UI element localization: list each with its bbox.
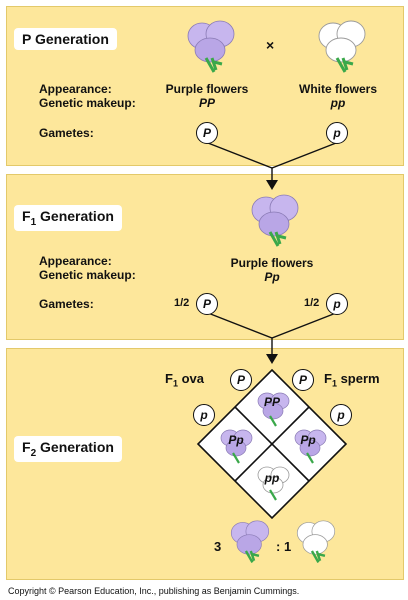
copyright-text: Copyright © Pearson Education, Inc., pub… xyxy=(8,586,300,596)
f1-right-fraction: 1/2 xyxy=(304,297,320,309)
ova-allele-recessive: p xyxy=(193,404,215,426)
p-right-appearance: White flowers xyxy=(298,82,378,96)
p-genetic-label: Genetic makeup: xyxy=(39,96,136,110)
f1-left-fraction: 1/2 xyxy=(174,297,190,309)
f2-generation-panel xyxy=(6,348,404,580)
p-appearance-label: Appearance: xyxy=(39,82,112,96)
f2-generation-title: F2 Generation xyxy=(14,436,122,462)
p-gametes-label: Gametes: xyxy=(39,126,94,140)
f1-genetic-label: Genetic makeup: xyxy=(39,268,136,282)
p-right-gamete: p xyxy=(326,122,348,144)
punnett-square xyxy=(196,368,348,520)
p-generation-title: P Generation xyxy=(14,28,117,50)
punnett-cell-bottom: pp xyxy=(264,471,280,485)
f1-genotype: Pp xyxy=(264,270,280,284)
ratio-white-flower-icon xyxy=(296,520,336,563)
p-left-gamete: P xyxy=(196,122,218,144)
f1-sperm-label: F1 sperm xyxy=(324,371,380,389)
f1-left-gamete: P xyxy=(196,293,218,315)
cross-symbol: × xyxy=(266,37,275,53)
white-flower-icon xyxy=(318,20,366,73)
f1-appearance: Purple flowers xyxy=(230,256,314,270)
p-right-genotype: pp xyxy=(330,96,346,110)
punnett-cell-top: PP xyxy=(263,395,281,409)
p-left-genotype: PP xyxy=(198,96,216,110)
f1-appearance-label: Appearance: xyxy=(39,254,112,268)
f1-right-gamete: p xyxy=(326,293,348,315)
punnett-cell-right: Pp xyxy=(300,433,316,447)
p-left-appearance: Purple flowers xyxy=(165,82,249,96)
f1-generation-title: F1 Generation xyxy=(14,205,122,231)
ratio-purple-count: 3 xyxy=(214,539,222,554)
f1-gametes-label: Gametes: xyxy=(39,297,94,311)
punnett-cell-left: Pp xyxy=(228,433,244,447)
purple-flower-icon xyxy=(187,20,235,73)
ratio-purple-flower-icon xyxy=(230,520,270,563)
ova-allele-dominant: P xyxy=(230,369,252,391)
sperm-allele-recessive: p xyxy=(330,404,352,426)
ratio-white-count: : 1 xyxy=(276,539,292,554)
sperm-allele-dominant: P xyxy=(292,369,314,391)
f1-ova-label: F1 ova xyxy=(165,371,204,389)
f1-purple-flower-icon xyxy=(251,194,299,247)
